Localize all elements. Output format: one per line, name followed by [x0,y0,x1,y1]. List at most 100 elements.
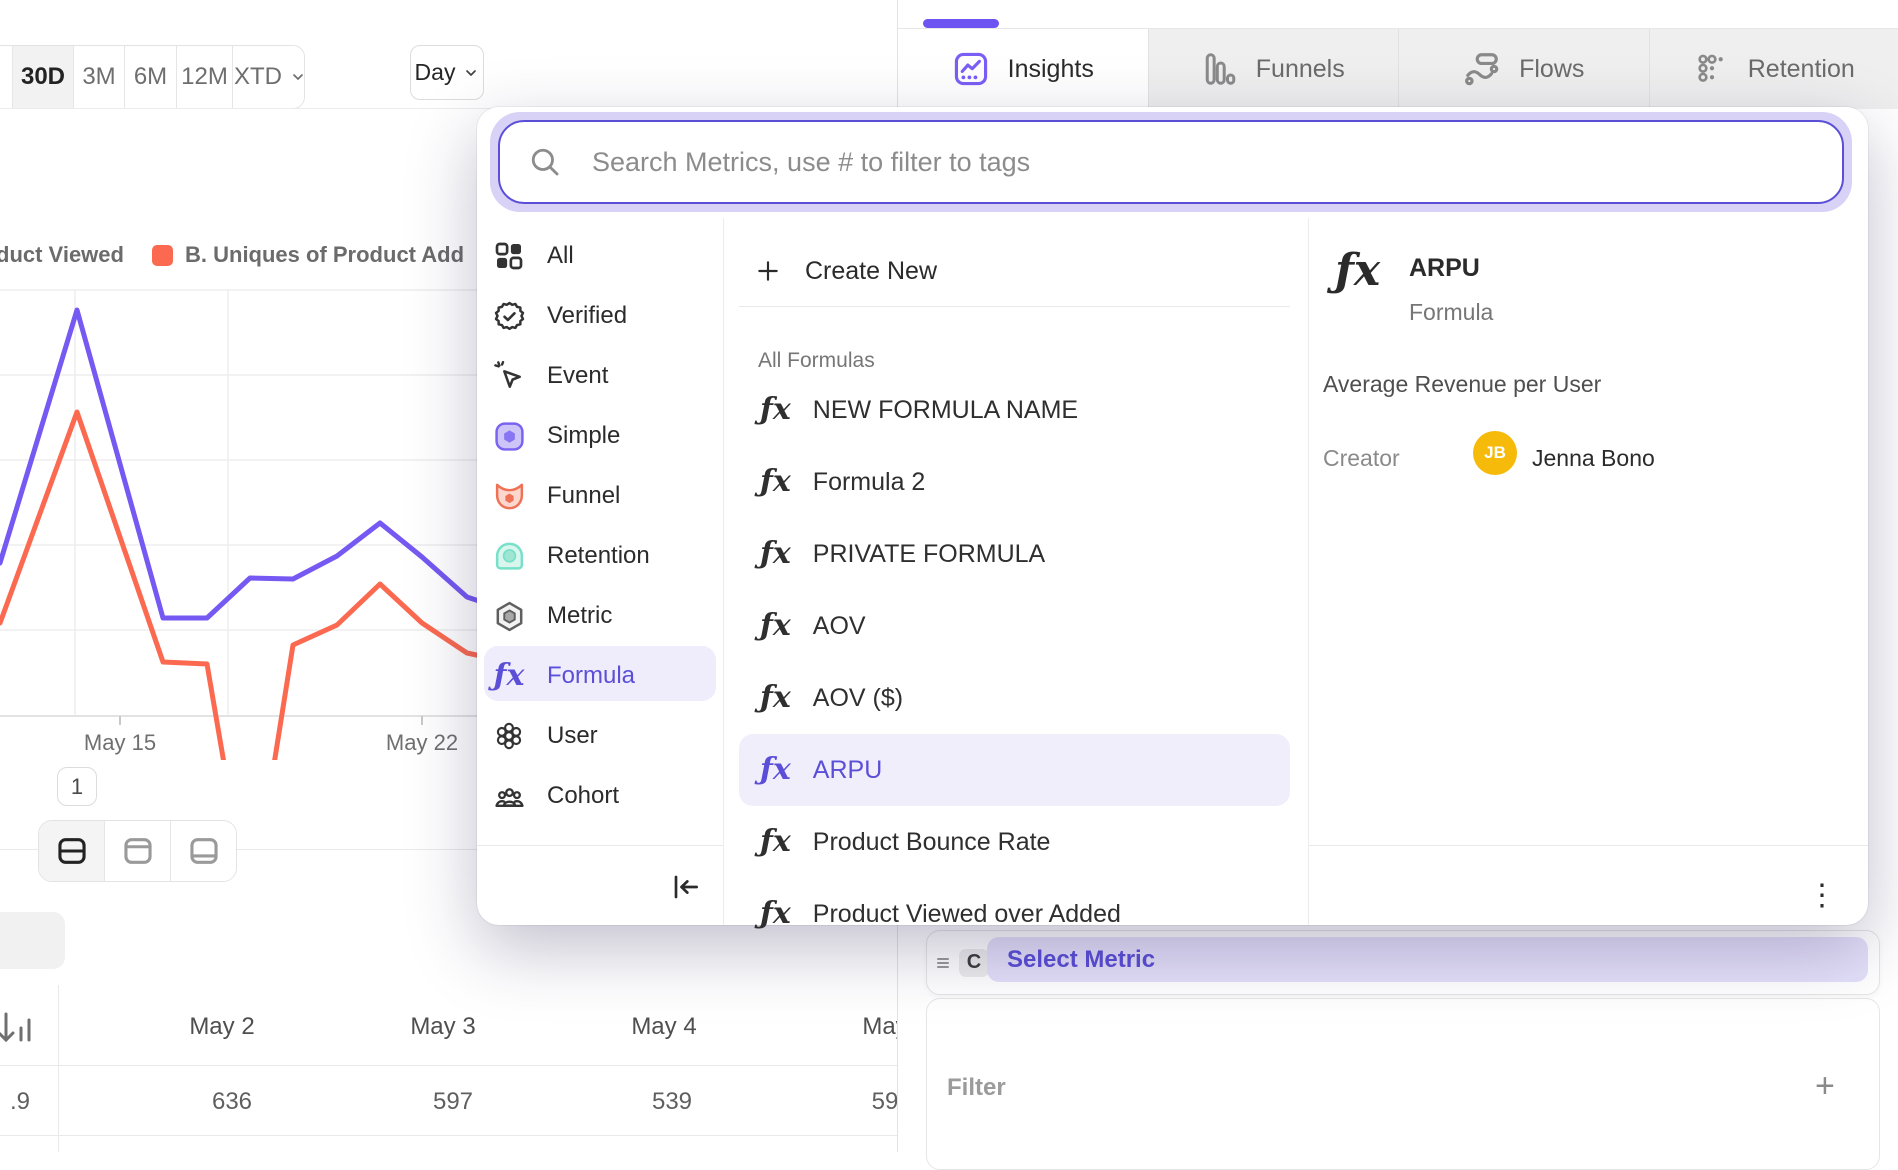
category-formula-label: Formula [547,662,635,690]
verified-badge-icon [492,299,526,333]
simple-icon [492,419,526,453]
insights-icon [952,50,990,88]
time-range-partial-button[interactable] [0,46,13,108]
fx-icon: ƒx [760,683,791,713]
detail-title: ARPU [1409,254,1480,283]
detail-description: Average Revenue per User [1323,371,1601,398]
category-retention[interactable]: Retention [477,526,723,586]
category-sidebar: All Verified Event Simple Funnel Retenti… [477,226,723,826]
time-range-12m[interactable]: 12M [177,46,233,108]
pagination-page-1[interactable]: 1 [57,767,97,806]
formula-name: NEW FORMULA NAME [813,396,1078,425]
metric-position-badge: C [959,949,989,977]
category-verified[interactable]: Verified [477,286,723,346]
table-row-label-chip[interactable] [0,912,65,969]
collapse-sidebar-icon[interactable] [670,871,702,903]
formula-name: ARPU [813,756,882,785]
formula-fx-icon: ƒx [492,659,526,693]
flows-icon [1463,50,1501,88]
category-verified-label: Verified [547,302,627,330]
category-user-label: User [547,722,598,750]
tab-retention[interactable]: Retention [1650,29,1898,109]
time-range-xtd[interactable]: XTD [233,46,305,108]
detail-creator-label: Creator [1323,445,1400,472]
cohort-people-icon [492,779,526,813]
layout-header-top-button[interactable] [105,821,171,881]
sort-column-icon[interactable] [0,1008,32,1048]
time-range-6m[interactable]: 6M [125,46,177,108]
table-header-may-3[interactable]: May 3 [333,1013,553,1041]
creator-avatar: JB [1473,431,1517,475]
time-range-3m[interactable]: 3M [74,46,125,108]
category-metric[interactable]: Metric [477,586,723,646]
category-cohort[interactable]: Cohort [477,766,723,826]
formula-item-product-bounce-rate[interactable]: ƒx Product Bounce Rate [723,806,1308,878]
category-retention-label: Retention [547,542,650,570]
layout-footer-bottom-button[interactable] [171,821,236,881]
formula-name: Product Viewed over Added [813,900,1121,929]
detail-fx-icon: ƒx [1335,249,1380,293]
layout-split-horizontal-button[interactable] [39,821,105,881]
table-header-may-5-clipped[interactable]: May [775,1013,897,1041]
modal-column-divider-2 [1308,218,1309,925]
report-type-tabs: Insights Funnels Flows Retention [898,28,1898,109]
formulas-section-title: All Formulas [758,349,875,373]
all-grid-icon [492,239,526,273]
search-input[interactable] [590,146,1794,179]
granularity-dropdown[interactable]: Day [410,45,484,100]
tab-retention-label: Retention [1748,55,1855,84]
tab-flows[interactable]: Flows [1399,29,1650,109]
formula-name: PRIVATE FORMULA [813,540,1045,569]
category-event[interactable]: Event [477,346,723,406]
drag-handle-icon[interactable] [935,954,953,972]
category-funnel[interactable]: Funnel [477,466,723,526]
filter-label: Filter [947,1074,1006,1102]
legend-series-a-label[interactable]: duct Viewed [0,242,124,268]
category-all[interactable]: All [477,226,723,286]
fx-icon: ƒx [760,611,791,641]
footer-bottom-icon [187,834,221,868]
formula-name: AOV [813,612,866,641]
sidebar-footer-divider [477,845,723,846]
table-header-may-4[interactable]: May 4 [554,1013,774,1041]
formula-item-arpu[interactable]: ƒx ARPU [723,734,1308,806]
chevron-down-icon [290,69,305,85]
search-halo [490,112,1852,212]
search-icon [528,145,562,179]
category-funnel-label: Funnel [547,482,620,510]
plus-icon [755,258,781,284]
formula-item-aov-dollar[interactable]: ƒx AOV ($) [723,662,1308,734]
header-top-icon [121,834,155,868]
formula-item-private-formula[interactable]: ƒx PRIVATE FORMULA [723,518,1308,590]
tab-funnels-label: Funnels [1256,55,1345,84]
detail-footer-divider [1308,845,1868,846]
legend-series-b-swatch [152,245,173,266]
table-col-divider [58,985,59,1152]
time-range-xtd-label: XTD [234,63,282,91]
category-formula[interactable]: ƒx Formula [477,646,723,706]
time-range-30d[interactable]: 30D [13,46,74,108]
formula-item-aov[interactable]: ƒx AOV [723,590,1308,662]
formula-item-new-formula-name[interactable]: ƒx NEW FORMULA NAME [723,374,1308,446]
fx-icon: ƒx [760,395,791,425]
add-filter-button[interactable]: + [1815,1067,1835,1106]
retention-icon [1694,51,1730,87]
kebab-menu-icon[interactable]: ⋮ [1808,875,1836,915]
create-new-divider [739,306,1290,307]
create-new-button[interactable]: Create New [755,240,937,302]
tab-funnels[interactable]: Funnels [1149,29,1400,109]
legend-series-b-label[interactable]: B. Uniques of Product Add [185,242,464,268]
formula-list: ƒx NEW FORMULA NAME ƒx Formula 2 ƒx PRIV… [723,374,1308,950]
category-simple[interactable]: Simple [477,406,723,466]
tab-flows-label: Flows [1519,55,1584,84]
fx-icon: ƒx [760,467,791,497]
metric-picker-modal: All Verified Event Simple Funnel Retenti… [477,107,1868,925]
formula-item-formula-2[interactable]: ƒx Formula 2 [723,446,1308,518]
tab-insights[interactable]: Insights [898,29,1149,109]
search-field[interactable] [498,120,1844,204]
table-header-may-2[interactable]: May 2 [112,1013,332,1041]
x-tick-may-15: May 15 [60,730,180,756]
tab-insights-label: Insights [1008,55,1094,84]
formula-item-product-viewed-over-added[interactable]: ƒx Product Viewed over Added [723,878,1308,950]
category-user[interactable]: User [477,706,723,766]
